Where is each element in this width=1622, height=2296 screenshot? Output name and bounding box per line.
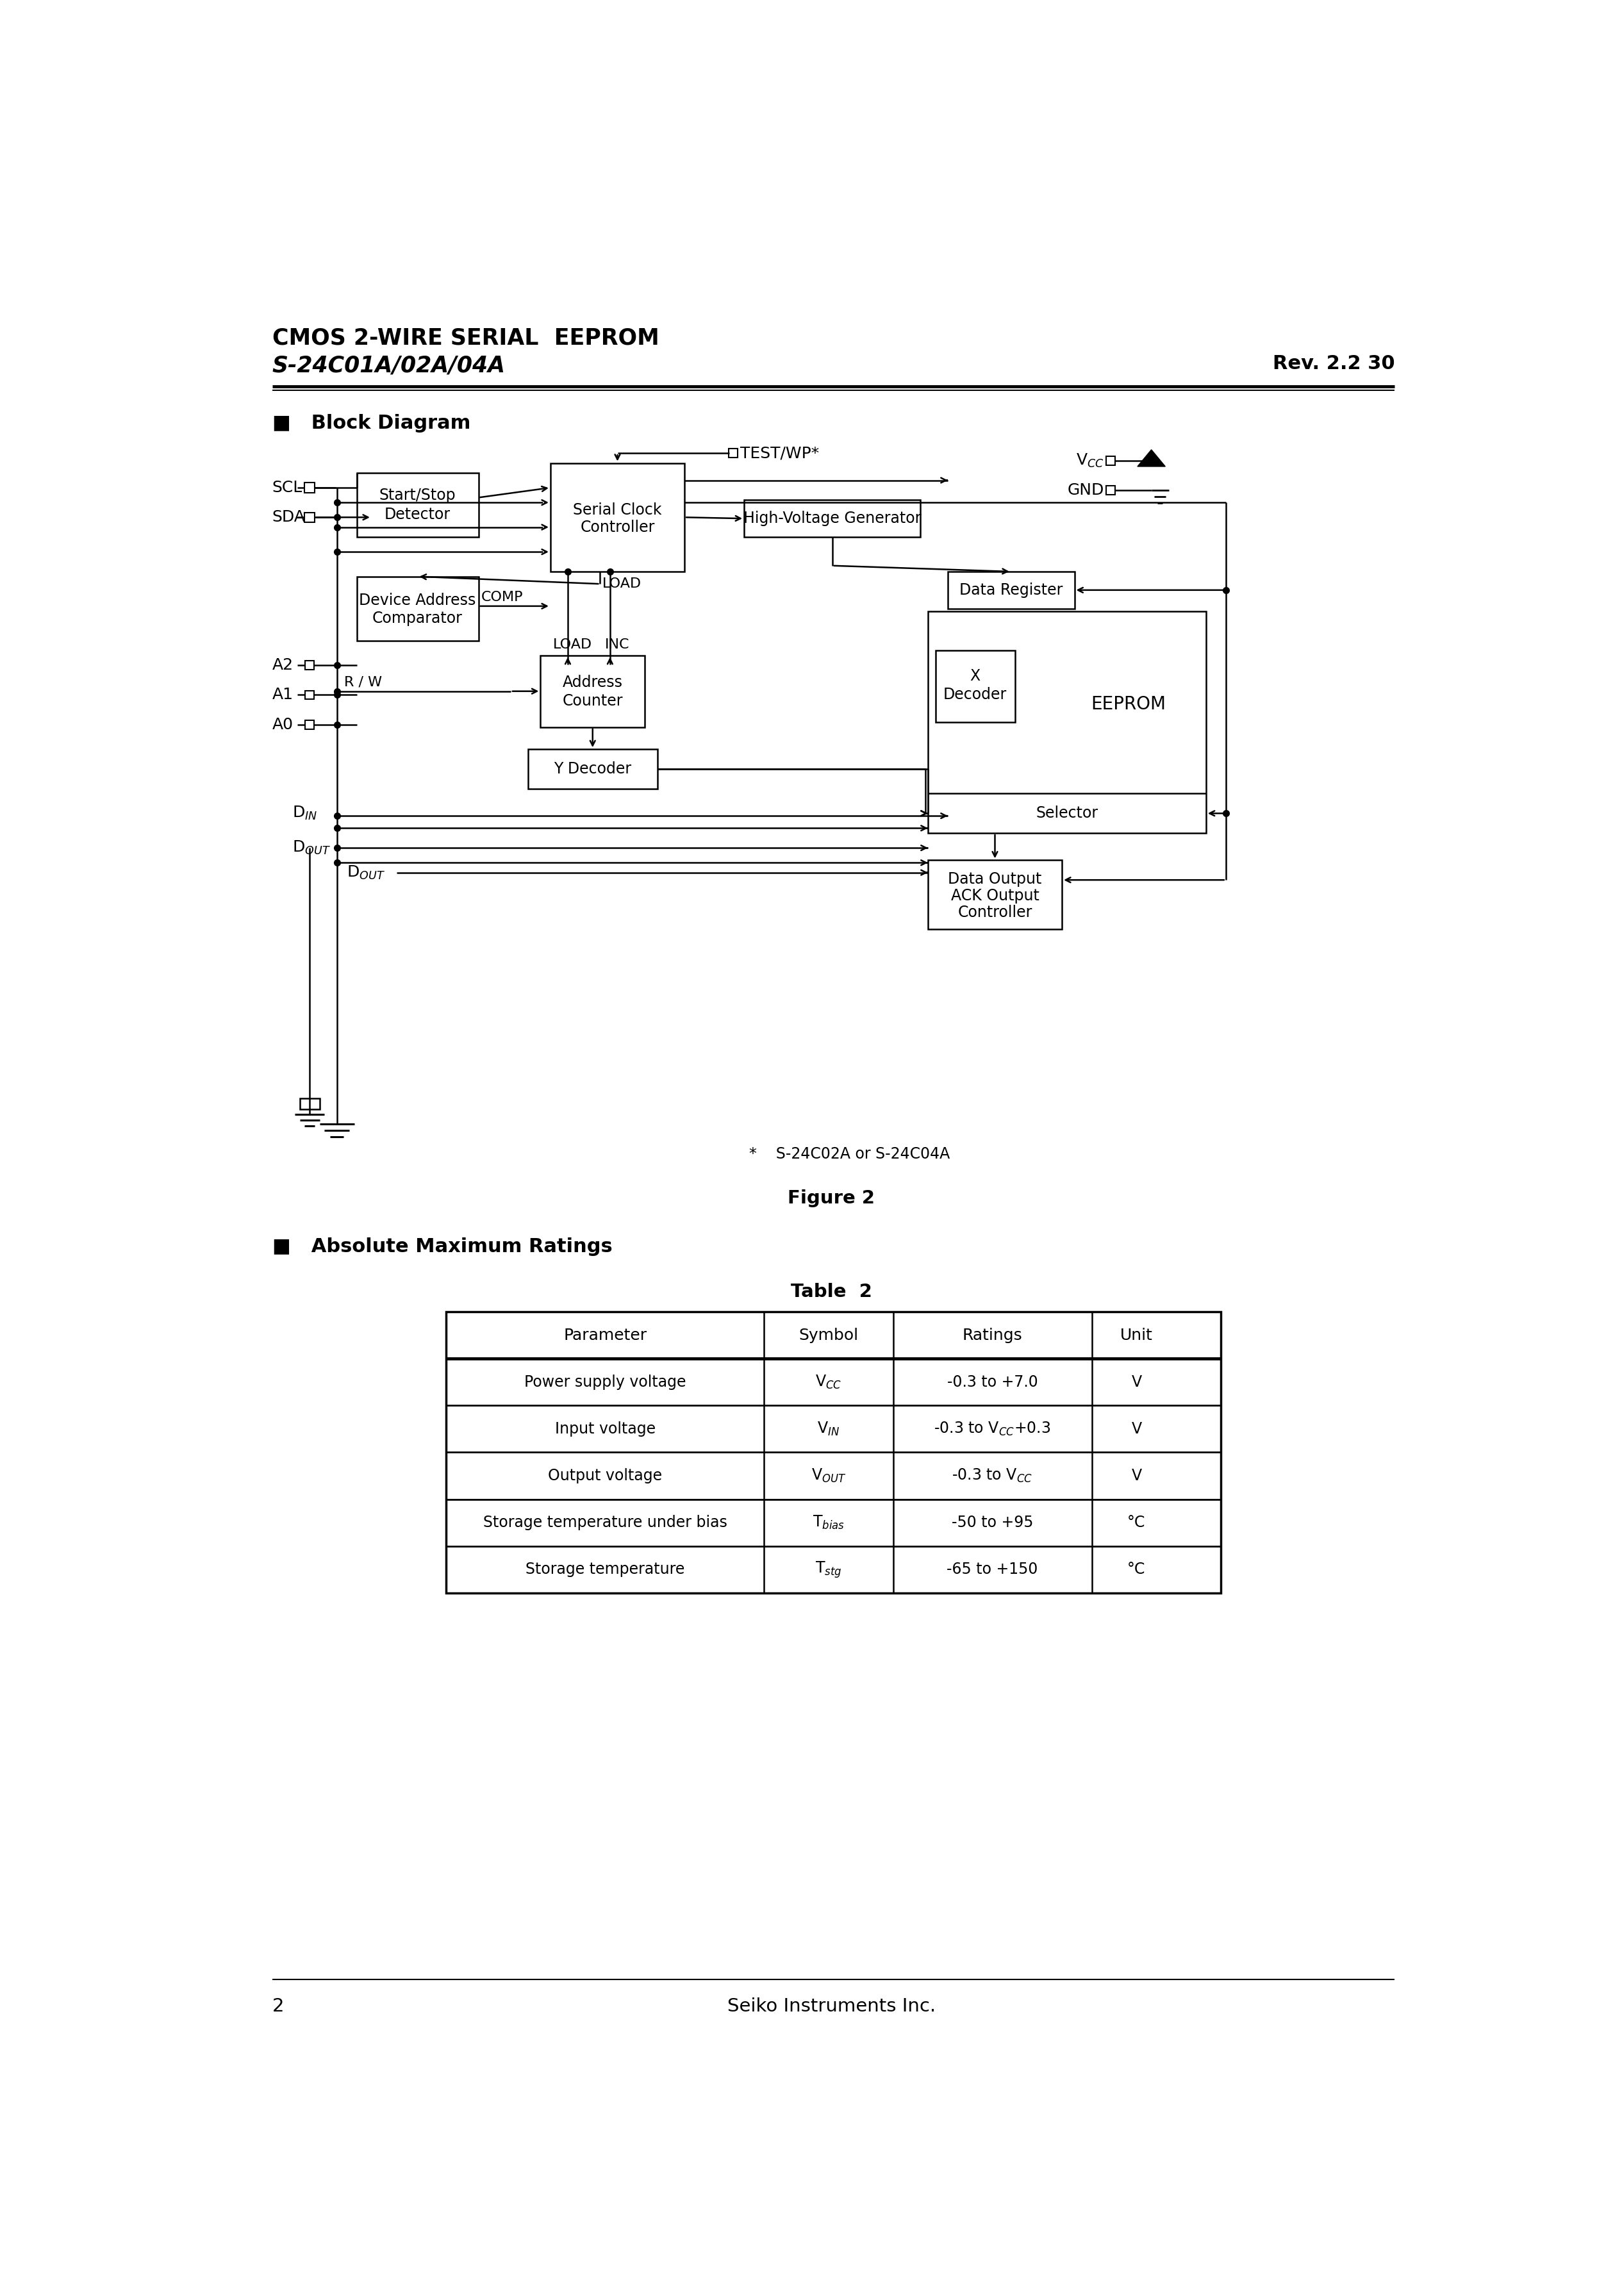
Bar — [928, 611, 1207, 833]
Bar — [744, 501, 920, 537]
Text: A0: A0 — [272, 716, 294, 732]
Text: R / W: R / W — [344, 675, 383, 689]
Text: CMOS 2-WIRE SERIAL  EEPROM: CMOS 2-WIRE SERIAL EEPROM — [272, 328, 659, 349]
Text: V$_{OUT}$: V$_{OUT}$ — [811, 1467, 847, 1483]
Bar — [305, 482, 315, 494]
Bar — [540, 654, 646, 728]
Bar — [305, 512, 315, 521]
Text: Y Decoder: Y Decoder — [553, 762, 631, 776]
Bar — [936, 650, 1015, 721]
Text: -0.3 to V$_{CC}$: -0.3 to V$_{CC}$ — [952, 1467, 1033, 1483]
Text: ■   Absolute Maximum Ratings: ■ Absolute Maximum Ratings — [272, 1238, 613, 1256]
Text: Counter: Counter — [563, 693, 623, 709]
Bar — [529, 748, 657, 788]
Text: V$_{CC}$: V$_{CC}$ — [816, 1373, 842, 1391]
Text: Power supply voltage: Power supply voltage — [524, 1375, 686, 1389]
Text: °C: °C — [1127, 1515, 1145, 1531]
Text: LOAD: LOAD — [553, 638, 592, 652]
Text: Unit: Unit — [1121, 1327, 1153, 1343]
Text: D$_{IN}$: D$_{IN}$ — [292, 806, 318, 822]
Bar — [300, 1097, 320, 1109]
Bar — [357, 576, 478, 641]
Text: Controller: Controller — [957, 905, 1032, 921]
Text: T$_{stg}$: T$_{stg}$ — [816, 1559, 842, 1580]
Text: Input voltage: Input voltage — [555, 1421, 655, 1437]
Text: TEST/WP*: TEST/WP* — [740, 445, 819, 461]
Text: Start/Stop: Start/Stop — [380, 487, 456, 503]
Text: Address: Address — [563, 675, 623, 691]
Text: EEPROM: EEPROM — [1090, 696, 1166, 714]
Text: Figure 2: Figure 2 — [788, 1189, 874, 1208]
Text: Selector: Selector — [1036, 806, 1098, 822]
Text: Parameter: Parameter — [563, 1327, 647, 1343]
Text: *    S-24C02A or S-24C04A: * S-24C02A or S-24C04A — [749, 1146, 950, 1162]
Bar — [305, 691, 315, 700]
Text: V: V — [1131, 1467, 1142, 1483]
Text: Data Output: Data Output — [947, 870, 1041, 886]
Text: D$_{OUT}$: D$_{OUT}$ — [347, 863, 384, 882]
Bar — [305, 661, 315, 670]
Text: SDA: SDA — [272, 510, 305, 526]
Text: GND: GND — [1067, 482, 1105, 498]
Bar — [357, 473, 478, 537]
Text: Storage temperature under bias: Storage temperature under bias — [483, 1515, 727, 1531]
Text: High-Voltage Generator: High-Voltage Generator — [743, 510, 921, 526]
Text: 2: 2 — [272, 1998, 284, 2016]
Text: Detector: Detector — [384, 507, 451, 523]
Text: Symbol: Symbol — [798, 1327, 858, 1343]
Text: V$_{IN}$: V$_{IN}$ — [817, 1421, 840, 1437]
Bar — [728, 448, 738, 457]
Text: D$_{OUT}$: D$_{OUT}$ — [292, 840, 331, 856]
Text: Output voltage: Output voltage — [548, 1467, 662, 1483]
Text: S-24C01A/02A/04A: S-24C01A/02A/04A — [272, 354, 506, 377]
Text: X: X — [970, 668, 980, 684]
Polygon shape — [1137, 450, 1165, 466]
Text: Serial Clock: Serial Clock — [573, 503, 662, 517]
Text: SCL: SCL — [272, 480, 303, 496]
Bar — [550, 464, 684, 572]
Text: ■   Block Diagram: ■ Block Diagram — [272, 413, 470, 432]
Bar — [1106, 487, 1114, 494]
Text: Comparator: Comparator — [373, 611, 462, 627]
Bar — [928, 861, 1062, 930]
Text: LOAD: LOAD — [602, 579, 642, 590]
Text: Controller: Controller — [581, 519, 655, 535]
Text: INC: INC — [605, 638, 629, 652]
Text: Data Register: Data Register — [959, 583, 1062, 597]
Text: Rev. 2.2 30: Rev. 2.2 30 — [1273, 354, 1395, 372]
Bar — [1106, 457, 1114, 466]
Text: ACK Output: ACK Output — [950, 889, 1040, 902]
Bar — [947, 572, 1074, 608]
Text: Decoder: Decoder — [944, 687, 1007, 703]
Text: Storage temperature: Storage temperature — [526, 1561, 684, 1577]
Text: T$_{bias}$: T$_{bias}$ — [813, 1515, 845, 1531]
Text: Ratings: Ratings — [962, 1327, 1022, 1343]
Text: -65 to +150: -65 to +150 — [947, 1561, 1038, 1577]
Text: -50 to +95: -50 to +95 — [952, 1515, 1033, 1531]
Text: -0.3 to V$_{CC}$+0.3: -0.3 to V$_{CC}$+0.3 — [934, 1421, 1051, 1437]
Bar — [305, 721, 315, 728]
Text: Table  2: Table 2 — [790, 1283, 873, 1302]
Text: Device Address: Device Address — [358, 592, 475, 608]
Text: V$_{CC}$: V$_{CC}$ — [1075, 452, 1105, 468]
Text: A1: A1 — [272, 687, 294, 703]
Text: COMP: COMP — [480, 590, 522, 604]
Text: A2: A2 — [272, 657, 294, 673]
Text: V: V — [1131, 1421, 1142, 1437]
Bar — [446, 1311, 1221, 1593]
Text: -0.3 to +7.0: -0.3 to +7.0 — [947, 1375, 1038, 1389]
Text: V: V — [1131, 1375, 1142, 1389]
Text: Seiko Instruments Inc.: Seiko Instruments Inc. — [727, 1998, 936, 2016]
Text: °C: °C — [1127, 1561, 1145, 1577]
